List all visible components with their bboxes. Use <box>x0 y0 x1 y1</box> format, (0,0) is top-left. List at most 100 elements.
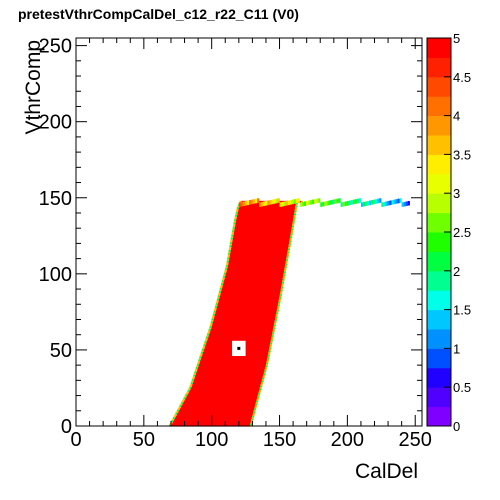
heatmap-cell <box>254 406 257 409</box>
y-axis-title: VthrComp <box>22 40 45 135</box>
palette-band <box>427 115 451 136</box>
heatmap-cell <box>171 422 251 426</box>
heatmap-cell <box>375 199 378 204</box>
heatmap-cell <box>227 255 230 258</box>
heatmap-cell <box>228 251 231 254</box>
heatmap-cell <box>234 216 237 219</box>
heatmap-cell <box>272 331 275 334</box>
heatmap-cell <box>271 334 274 337</box>
heatmap-cell <box>214 314 276 318</box>
heatmap-cell <box>287 200 290 206</box>
heatmap-cell <box>232 229 235 232</box>
heatmap-cell <box>175 412 178 415</box>
heatmap-cell <box>208 334 272 337</box>
heatmap-cell <box>211 325 274 328</box>
heatmap-cell <box>373 199 376 205</box>
heatmap-cell <box>232 240 290 243</box>
heatmap-cell <box>358 198 362 203</box>
heatmap-cell <box>281 286 284 289</box>
heatmap-cell <box>193 380 262 383</box>
heatmap-cell <box>305 200 309 206</box>
heatmap-cell <box>288 246 291 249</box>
heatmap-cell <box>178 406 181 409</box>
heatmap-cell <box>265 363 268 366</box>
heatmap-cell <box>283 270 286 273</box>
heatmap-cell <box>277 198 280 203</box>
heatmap-cell <box>216 298 220 301</box>
heatmap-cell <box>230 249 288 252</box>
heatmap-cell <box>263 371 266 374</box>
palette-band <box>427 212 451 233</box>
heatmap-cell <box>204 342 207 345</box>
heatmap-cell <box>290 234 293 237</box>
heatmap-cell <box>197 360 200 363</box>
heatmap-cell <box>278 298 281 301</box>
heatmap-cell <box>383 201 386 207</box>
heatmap-cell <box>206 336 209 339</box>
heatmap-cell <box>280 292 283 295</box>
heatmap-cell <box>179 409 254 412</box>
heatmap-cell <box>356 198 360 204</box>
heatmap-cell <box>292 223 295 226</box>
heatmap-cell <box>251 416 254 419</box>
heatmap-cell <box>225 272 284 275</box>
heatmap-cell <box>177 412 253 415</box>
y-tick-label: 150 <box>39 188 72 210</box>
heatmap-cell <box>192 383 261 386</box>
heatmap-cell <box>284 267 287 270</box>
heatmap-cell <box>261 381 264 384</box>
heatmap-cell <box>291 228 294 231</box>
heatmap-cell <box>263 374 266 377</box>
heatmap-cell <box>173 416 176 419</box>
heatmap-cell <box>184 400 257 403</box>
heatmap-cell <box>226 263 229 266</box>
heatmap-cell <box>249 200 252 205</box>
heatmap-cell <box>201 356 268 359</box>
heatmap-cell <box>184 395 187 398</box>
heatmap-cell <box>210 328 273 331</box>
heatmap-cell <box>212 314 215 318</box>
heatmap-cell <box>259 202 262 207</box>
heatmap-cell <box>266 359 269 362</box>
heatmap-cell <box>199 356 202 359</box>
heatmap-cell <box>362 201 366 207</box>
heatmap-cell <box>191 380 194 383</box>
heatmap-cell <box>235 212 238 216</box>
heatmap-cell <box>403 201 406 207</box>
heatmap-cell <box>288 244 291 248</box>
heatmap-cell <box>267 354 270 357</box>
heatmap-cell <box>196 365 199 368</box>
heatmap-cell <box>176 410 179 413</box>
heatmap-cell <box>281 201 284 207</box>
heatmap-cell <box>201 357 268 360</box>
heatmap-cell <box>175 416 252 419</box>
heatmap-cell <box>250 422 253 426</box>
heatmap-cell <box>217 302 279 305</box>
heatmap-cell <box>275 317 278 321</box>
heatmap-cell <box>229 244 232 248</box>
heatmap-cell <box>301 200 304 203</box>
heatmap-cell <box>225 264 228 267</box>
palette-band <box>427 309 451 330</box>
heatmap-cell <box>261 380 264 383</box>
heatmap-cell <box>294 209 297 213</box>
heatmap-cell <box>271 333 275 336</box>
heatmap-cell <box>214 313 276 316</box>
heatmap-cell <box>230 240 233 243</box>
heatmap-cell <box>233 223 236 226</box>
heatmap-cell <box>257 395 260 398</box>
heatmap-cell <box>259 387 262 391</box>
heatmap-cell <box>235 222 293 225</box>
heatmap-cell <box>224 270 227 273</box>
heatmap-cell <box>222 276 225 280</box>
heatmap-cell <box>282 279 285 283</box>
heatmap-cell <box>286 255 289 258</box>
heatmap-cell <box>230 237 233 240</box>
heatmap-cell <box>276 308 279 311</box>
heatmap-cell <box>280 287 283 290</box>
heatmap-cell <box>183 401 256 404</box>
heatmap-cell <box>183 397 186 400</box>
heatmap-cell <box>236 208 239 211</box>
heatmap-cell <box>287 249 290 252</box>
heatmap-cell <box>175 415 253 418</box>
